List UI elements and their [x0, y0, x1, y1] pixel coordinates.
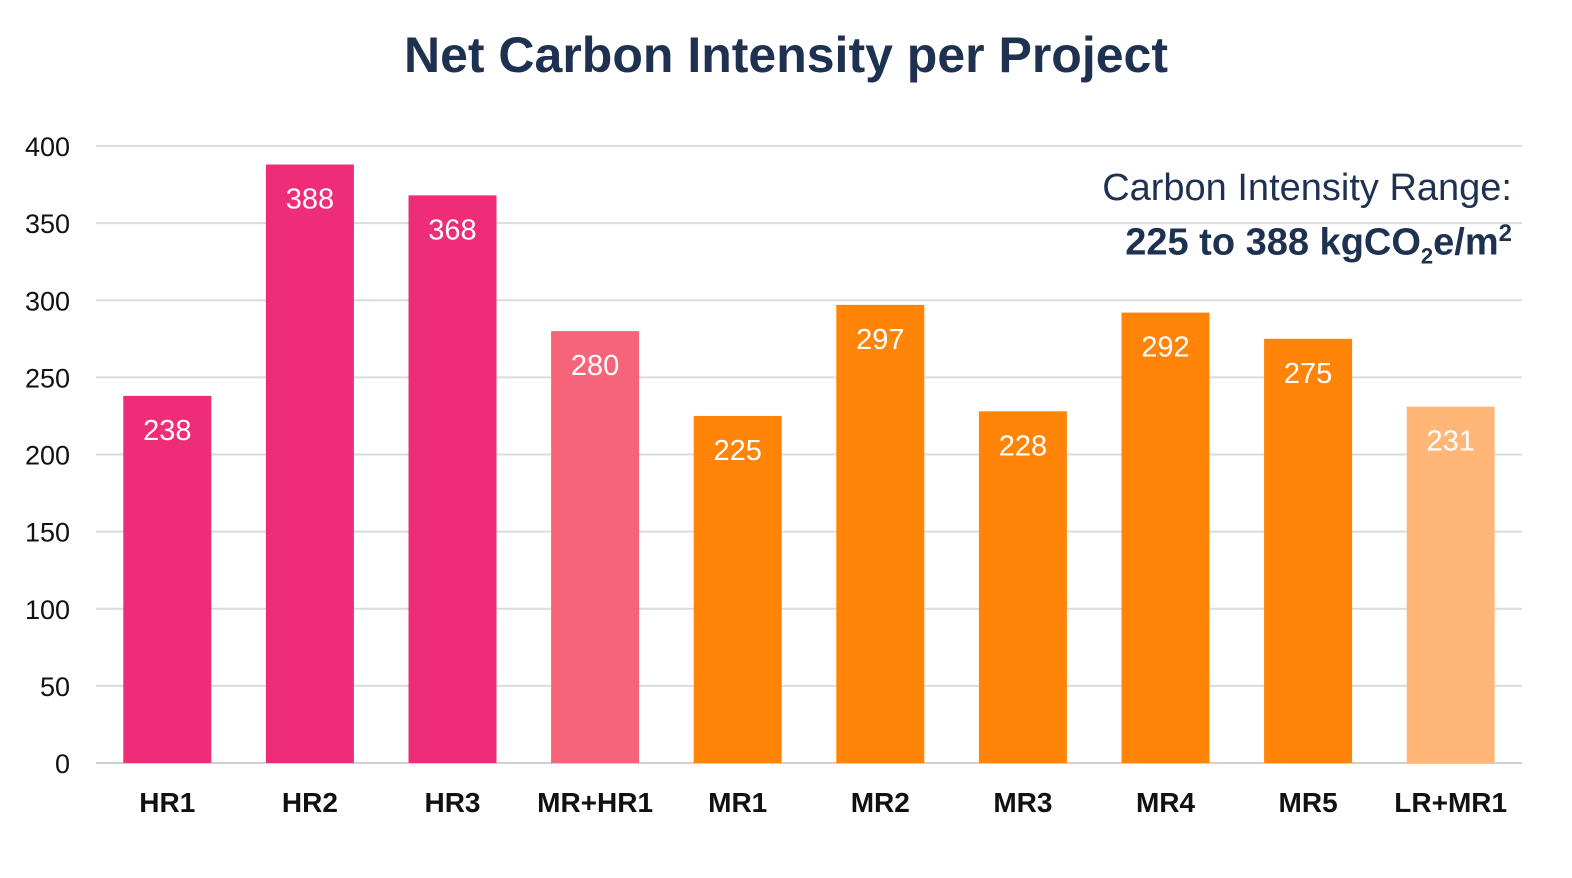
- data-label: 292: [1141, 332, 1189, 364]
- x-tick-label: MR1: [708, 787, 767, 818]
- y-tick-label: 0: [55, 749, 70, 779]
- annotation-range-sup: 2: [1498, 220, 1512, 247]
- x-axis-ticks: HR1 HR2 HR3 MR+HR1 MR1 MR2 MR3 MR4 MR5 LR+MR1: [139, 787, 1507, 818]
- bar-mr4: [1121, 312, 1210, 763]
- data-label: 275: [1284, 358, 1332, 390]
- data-label: 297: [856, 324, 904, 356]
- bars: [123, 164, 1495, 764]
- annotation-range: 225 to 388 kgCO2e/m2: [1102, 210, 1512, 280]
- x-tick-label: MR4: [1136, 787, 1196, 818]
- data-label: 228: [999, 430, 1047, 462]
- bar-hr2: [265, 164, 354, 763]
- data-label: 388: [286, 184, 334, 216]
- bar-lr-mr1: [1406, 406, 1495, 763]
- y-tick-label: 50: [40, 672, 70, 702]
- bar-mr2: [836, 304, 925, 763]
- data-labels: 238 388 368 280 225 297 228 292 275 231: [143, 184, 1475, 467]
- annotation-heading: Carbon Intensity Range:: [1102, 167, 1512, 209]
- chart-title: Net Carbon Intensity per Project: [403, 27, 1169, 83]
- y-axis-ticks: 0 50 100 150 200 250 300 350 400: [25, 132, 70, 779]
- y-tick-label: 200: [25, 441, 70, 471]
- bar-hr3: [408, 195, 497, 764]
- x-tick-label: MR3: [993, 787, 1052, 818]
- data-label: 231: [1427, 426, 1475, 458]
- x-tick-label: HR3: [424, 787, 480, 818]
- annotation-range-prefix: 225 to 388 kgCO: [1125, 221, 1421, 264]
- x-tick-label: HR2: [282, 787, 338, 818]
- annotation-range-mid: e/m: [1433, 221, 1499, 264]
- y-tick-label: 400: [25, 132, 70, 162]
- bar-mr3: [978, 411, 1067, 763]
- x-tick-label: MR5: [1279, 787, 1338, 818]
- range-annotation: Carbon Intensity Range: 225 to 388 kgCO2…: [1102, 166, 1512, 280]
- bar-mr5: [1264, 338, 1353, 763]
- bar-mr-hr1: [551, 331, 640, 763]
- bar-hr1: [123, 395, 212, 763]
- data-label: 280: [571, 350, 619, 382]
- data-label: 225: [714, 435, 762, 467]
- x-tick-label: MR+HR1: [537, 787, 653, 818]
- x-tick-label: HR1: [139, 787, 195, 818]
- y-tick-label: 100: [25, 595, 70, 625]
- x-tick-label: LR+MR1: [1394, 787, 1507, 818]
- bar-mr1: [693, 415, 782, 763]
- data-label: 238: [143, 415, 191, 447]
- y-tick-label: 350: [25, 209, 70, 239]
- y-tick-label: 250: [25, 363, 70, 393]
- y-tick-label: 300: [25, 286, 70, 316]
- x-tick-label: MR2: [851, 787, 910, 818]
- y-tick-label: 150: [25, 518, 70, 548]
- annotation-range-sub: 2: [1420, 243, 1434, 269]
- data-label: 368: [428, 214, 476, 246]
